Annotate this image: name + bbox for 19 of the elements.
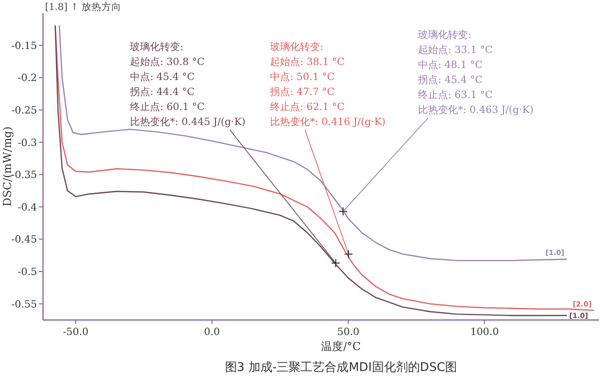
y-tick-label: -0.35 [11, 170, 37, 182]
y-tick-label: -0.3 [18, 138, 37, 149]
x-tick-label: 50.0 [337, 327, 360, 338]
y-tick-label: -0.25 [11, 105, 37, 116]
x-tick-label: 0.0 [204, 327, 220, 338]
annotation: [1.8] ↑ 放热方向 [45, 1, 122, 13]
y-tick-label: -0.4 [18, 202, 37, 214]
y-tick-label: -0.2 [18, 73, 37, 84]
x-tick-label: -50.0 [62, 327, 89, 338]
annotation: 玻璃化转变: 起始点: 33.1 °C 中点: 48.1 °C 拐点: 45.4 °C 终止点: 63.1 °C 比热变化*: 0.463 J/(g·K) [417, 29, 534, 116]
y-tick-label: -0.45 [11, 234, 37, 246]
y-tick-label: -0.55 [11, 299, 37, 310]
x-axis-title: 温度/°C [321, 340, 361, 353]
annotation: 玻璃化转变: 起始点: 38.1 °C 中点: 50.1 °C 拐点: 47.7 °C 终止点: 62.1 °C 比热变化*: 0.416 J/(g·K) [269, 41, 386, 128]
x-tick-label: 100.0 [470, 327, 499, 338]
text: 图3 加成-三聚工艺合成MDI固化剂的DSC图 [224, 360, 458, 374]
annotation: 玻璃化转变: 起始点: 30.8 °C 中点: 45.4 °C 拐点: 44.4 °C 终止点: 60.1 °C 比热变化*: 0.445 J/(g·K) [129, 41, 246, 128]
y-tick-label: -0.5 [18, 267, 37, 278]
y-tick-label: -0.15 [11, 40, 37, 52]
